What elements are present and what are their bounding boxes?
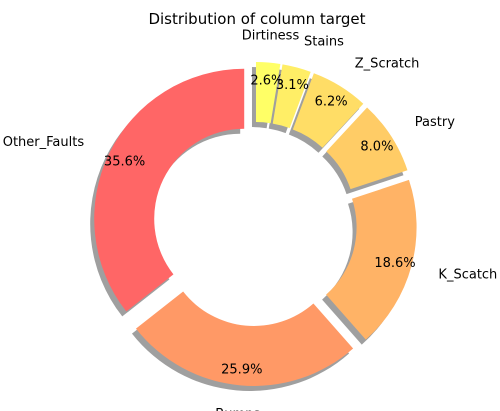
category-label-stains: Stains (304, 34, 344, 49)
chart-title: Distribution of column target (148, 10, 365, 28)
slice-pastry (326, 107, 408, 190)
slice-stains (272, 64, 311, 129)
slices (94, 62, 417, 386)
category-label-bumps: Bumps (215, 407, 260, 411)
category-label-z-scratch: Z_Scratch (355, 56, 420, 71)
slice-other-faults (94, 68, 245, 312)
percentage-labels: 35.6% 25.9% 18.6% 8.0% 6.2% 3.1%2.6% (104, 73, 416, 377)
pct-label-stains: 3.1% (276, 78, 309, 93)
pct-label-bumps: 25.9% (221, 362, 262, 377)
slice-bumps (135, 291, 354, 386)
slice-dirtiness (255, 62, 281, 124)
slice-z-scratch (292, 73, 364, 148)
category-labels: Other_Faults Bumps K_Scatch Pastry Z_Scratch… (3, 29, 498, 411)
pct-label-dirtiness: 2.6% (250, 73, 283, 88)
pct-label-pastry: 8.0% (360, 140, 393, 155)
category-label-pastry: Pastry (415, 115, 455, 130)
pct-label-other-faults: 35.6% (104, 155, 145, 170)
pct-label-z-scratch: 6.2% (315, 95, 348, 110)
category-label-k-scatch: K_Scatch (438, 268, 497, 283)
pct-label-k-scatch: 18.6% (374, 256, 415, 271)
category-label-dirtiness: Dirtiness (242, 29, 300, 44)
slice-k-scatch (326, 179, 417, 340)
category-label-other-faults: Other_Faults (3, 135, 85, 150)
